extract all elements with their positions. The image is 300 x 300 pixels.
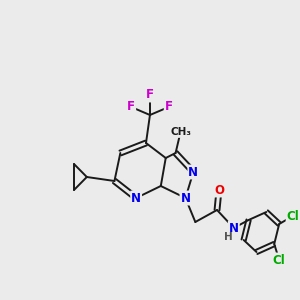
Text: N: N (188, 166, 198, 178)
Text: F: F (127, 100, 135, 113)
Text: N: N (181, 191, 190, 205)
Text: CH₃: CH₃ (170, 127, 191, 137)
Text: Cl: Cl (286, 209, 299, 223)
Text: F: F (165, 100, 173, 113)
Text: H: H (224, 232, 233, 242)
Text: O: O (214, 184, 224, 196)
Text: Cl: Cl (273, 254, 286, 266)
Text: N: N (229, 221, 239, 235)
Text: N: N (131, 191, 141, 205)
Text: F: F (146, 88, 154, 101)
